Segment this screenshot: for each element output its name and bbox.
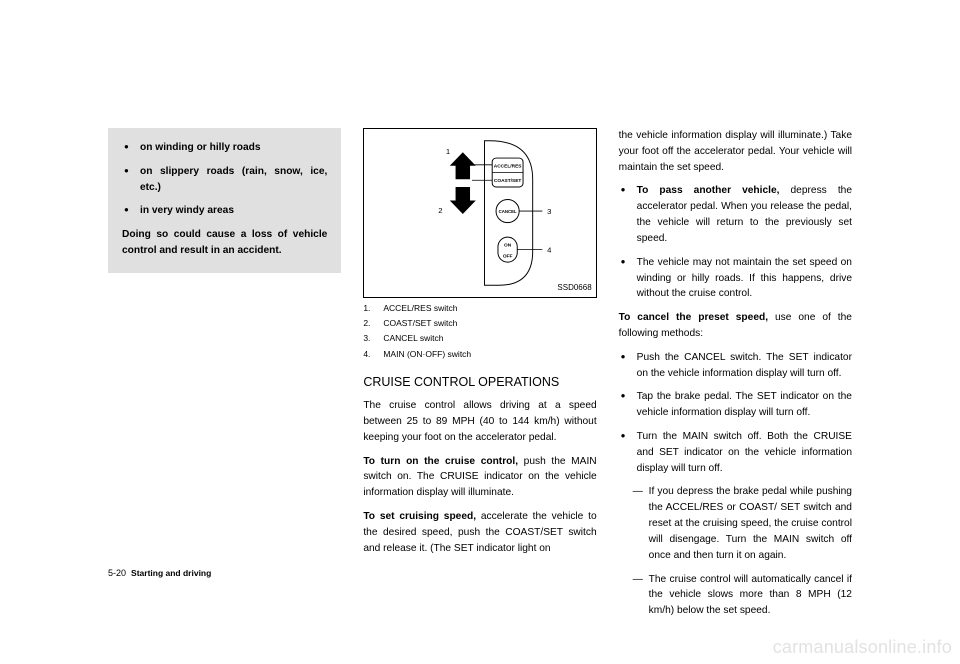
cap-n: 3. [363, 332, 370, 345]
column-2: ACCEL/RES COAST/SET CANCEL ON OFF [363, 128, 596, 624]
callout-1: 1 [446, 147, 450, 156]
callout-3: 3 [547, 207, 551, 216]
coast-label: COAST/SET [494, 178, 522, 184]
run-in-bold: To turn on the cruise control, [363, 456, 518, 467]
cap-t: COAST/SET switch [383, 318, 457, 328]
warn-item: in very windy areas [122, 203, 327, 219]
manual-page: on winding or hilly roads on slippery ro… [0, 0, 960, 664]
warn-closing: Doing so could cause a loss of vehicle c… [122, 227, 327, 259]
figure-id: SSD0668 [557, 282, 591, 294]
page-footer: 5-20 Starting and driving [108, 568, 211, 578]
list-item: The vehicle may not maintain the set spe… [619, 255, 852, 302]
run-in-bold: To set cruising speed, [363, 511, 476, 522]
cap-t: MAIN (ON·OFF) switch [383, 349, 471, 359]
watermark: carmanualsonline.info [773, 637, 952, 658]
sub-list-item: The cruise control will automatically ca… [619, 572, 852, 619]
cap-n: 2. [363, 317, 370, 330]
run-in-bold: To pass another vehicle, [637, 185, 780, 196]
page-number: 5-20 [108, 568, 126, 578]
figure-captions: 1. ACCEL/RES switch 2. COAST/SET switch 3.… [363, 302, 596, 363]
accel-label: ACCEL/RES [494, 164, 523, 170]
paragraph: the vehicle information display will ill… [619, 128, 852, 175]
cancel-label: CANCEL [499, 209, 517, 214]
callout-2: 2 [439, 206, 443, 215]
section-heading: CRUISE CONTROL OPERATIONS [363, 373, 596, 392]
cap-n: 1. [363, 302, 370, 315]
paragraph: To set cruising speed, accelerate the ve… [363, 509, 596, 556]
list-item: Turn the MAIN switch off. Both the CRUIS… [619, 429, 852, 476]
paragraph: To turn on the cruise control, push the … [363, 454, 596, 501]
cap-t: CANCEL switch [383, 333, 443, 343]
column-1: on winding or hilly roads on slippery ro… [108, 128, 341, 624]
run-in-bold: To cancel the preset speed, [619, 312, 768, 323]
warning-box: on winding or hilly roads on slippery ro… [108, 128, 341, 273]
on-label: ON [504, 243, 512, 249]
cap-n: 4. [363, 348, 370, 361]
paragraph: The cruise control allows driving at a s… [363, 398, 596, 445]
paragraph: To cancel the preset speed, use one of t… [619, 310, 852, 342]
sub-list-item: If you depress the brake pedal while pus… [619, 484, 852, 563]
list-item: Push the CANCEL switch. The SET indicato… [619, 350, 852, 382]
callout-4: 4 [547, 246, 552, 255]
list-item: To pass another vehicle, depress the acc… [619, 183, 852, 246]
column-3: the vehicle information display will ill… [619, 128, 852, 624]
list-item: Tap the brake pedal. The SET indicator o… [619, 389, 852, 421]
warn-item: on slippery roads (rain, snow, ice, etc.… [122, 164, 327, 196]
warn-item: on winding or hilly roads [122, 140, 327, 156]
section-name: Starting and driving [131, 568, 211, 578]
cruise-control-figure: ACCEL/RES COAST/SET CANCEL ON OFF [363, 128, 596, 298]
cap-t: ACCEL/RES switch [383, 303, 457, 313]
off-label: OFF [503, 253, 513, 259]
